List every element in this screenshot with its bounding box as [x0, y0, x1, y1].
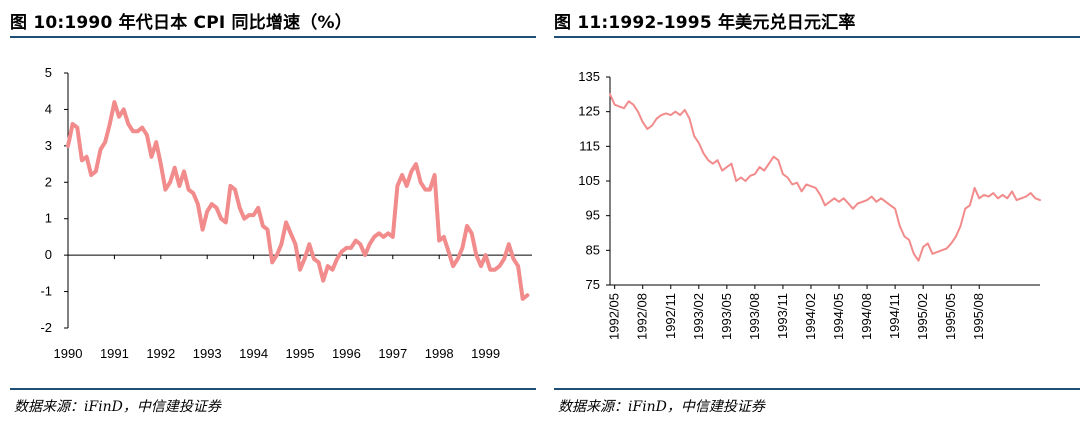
x-tick-label: 1993/05	[719, 293, 734, 340]
x-tick-label: 1999	[471, 346, 500, 361]
title-rule	[10, 36, 536, 38]
x-tick-label: 1992/05	[607, 293, 622, 340]
title-rule	[554, 36, 1080, 38]
cpi-series-line	[66, 100, 530, 301]
y-tick-label: 135	[578, 69, 600, 84]
x-tick-label: 1992/08	[635, 293, 650, 340]
footer-rule	[554, 388, 1080, 390]
x-tick-label: 1994	[239, 346, 268, 361]
y-tick-label: 95	[586, 208, 600, 223]
x-tick-label: 1994/05	[831, 293, 846, 340]
usdjpy-series-line	[609, 93, 1041, 262]
x-tick-label: 1994/02	[803, 293, 818, 340]
x-tick-label: 1995/08	[971, 293, 986, 340]
x-tick-label: 1995/02	[915, 293, 930, 340]
x-tick-label: 1992	[146, 346, 175, 361]
x-tick-label: 1995	[286, 346, 315, 361]
y-tick-label: -2	[40, 320, 52, 335]
y-tick-label: 2	[45, 174, 52, 189]
x-tick-label: 1996	[332, 346, 361, 361]
y-tick-label: 75	[586, 277, 600, 292]
left-chart-panel: 图 10:1990 年代日本 CPI 同比增速（%） 5 4 3 2 1 0 -1 -2 199…	[10, 0, 536, 421]
x-tick-label: 1993	[193, 346, 222, 361]
x-tick-label: 1997	[378, 346, 407, 361]
y-tick-label: 105	[578, 173, 600, 188]
x-tick-label: 1990	[54, 346, 83, 361]
y-tick-label: 4	[45, 101, 52, 116]
x-tick-label: 1991	[100, 346, 129, 361]
x-tick-label: 1998	[425, 346, 454, 361]
y-tick-label: 5	[45, 65, 52, 80]
x-tick-label: 1993/11	[775, 293, 790, 339]
y-tick-label: 125	[578, 104, 600, 119]
chart-title-cpi: 图 10:1990 年代日本 CPI 同比增速（%）	[10, 13, 352, 33]
x-tick-label: 1994/08	[859, 293, 874, 340]
y-tick-label: 0	[45, 247, 52, 262]
y-tick-label: -1	[40, 284, 52, 299]
x-tick-label: 1995/05	[943, 293, 958, 340]
footer-rule	[10, 388, 536, 390]
y-tick-label: 85	[586, 242, 600, 257]
y-tick-label: 3	[45, 138, 52, 153]
x-tick-label: 1992/11	[663, 293, 678, 339]
x-tick-label: 1993/02	[691, 293, 706, 340]
y-tick-label: 1	[45, 211, 52, 226]
x-tick-label: 1993/08	[747, 293, 762, 340]
source-note: 数据来源：iFinD，中信建投证券	[14, 399, 221, 415]
x-tick-label: 1994/11	[887, 293, 902, 339]
usdjpy-line-chart: 135 125 115 105 95 85 75 1992/05 1992/08 1992/11 1…	[578, 69, 1041, 340]
chart-title-usdjpy: 图 11:1992-1995 年美元兑日元汇率	[554, 13, 856, 33]
right-chart-panel: 图 11:1992-1995 年美元兑日元汇率 135 125 115 105 95 85…	[554, 0, 1080, 421]
source-note: 数据来源：iFinD，中信建投证券	[558, 399, 765, 415]
y-tick-label: 115	[579, 138, 600, 153]
